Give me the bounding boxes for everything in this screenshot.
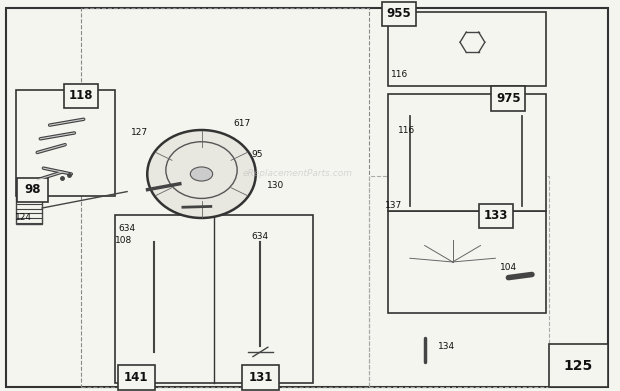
Text: 955: 955 (386, 7, 411, 20)
Text: 134: 134 (438, 341, 455, 351)
Bar (16, 192, 42, 224)
Text: 108: 108 (115, 236, 133, 245)
Text: 137: 137 (385, 201, 402, 210)
Bar (388, 12, 546, 86)
Text: 617: 617 (233, 118, 250, 128)
Bar (64, 84, 98, 108)
Text: 116: 116 (391, 70, 409, 79)
Bar (118, 364, 155, 390)
Bar (388, 94, 546, 211)
Text: 104: 104 (500, 263, 517, 273)
Text: eReplacementParts.com: eReplacementParts.com (242, 169, 353, 179)
Ellipse shape (148, 130, 255, 218)
Text: 118: 118 (68, 89, 93, 102)
Text: 133: 133 (484, 209, 508, 222)
Text: 127: 127 (131, 128, 148, 138)
Bar (382, 2, 415, 26)
Bar (16, 90, 115, 196)
Text: 125: 125 (564, 359, 593, 373)
Bar (479, 204, 513, 228)
Text: 98: 98 (25, 183, 41, 196)
Text: 634: 634 (252, 232, 269, 241)
Circle shape (441, 255, 464, 269)
Bar (388, 211, 546, 313)
Text: 124: 124 (15, 212, 32, 222)
Bar (81, 8, 369, 387)
Text: 141: 141 (124, 371, 149, 384)
Text: 95: 95 (252, 150, 263, 159)
Text: 975: 975 (496, 92, 521, 105)
Bar (369, 176, 549, 387)
Bar (242, 364, 279, 390)
Text: 634: 634 (118, 224, 136, 233)
Bar (491, 86, 525, 111)
Ellipse shape (421, 360, 428, 367)
Text: 131: 131 (248, 371, 273, 384)
Bar (115, 215, 313, 383)
Circle shape (190, 167, 213, 181)
Text: 116: 116 (397, 126, 415, 136)
Bar (17, 178, 48, 202)
Bar (549, 344, 608, 387)
Text: 130: 130 (267, 181, 285, 190)
